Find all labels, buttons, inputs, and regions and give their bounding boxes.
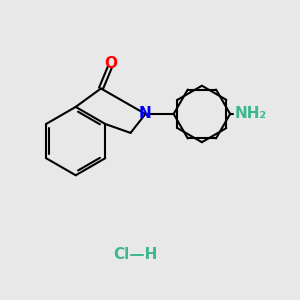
Text: N: N bbox=[139, 106, 152, 122]
Text: O: O bbox=[104, 56, 117, 71]
Text: Cl—H: Cl—H bbox=[113, 247, 157, 262]
Text: NH₂: NH₂ bbox=[235, 106, 267, 122]
